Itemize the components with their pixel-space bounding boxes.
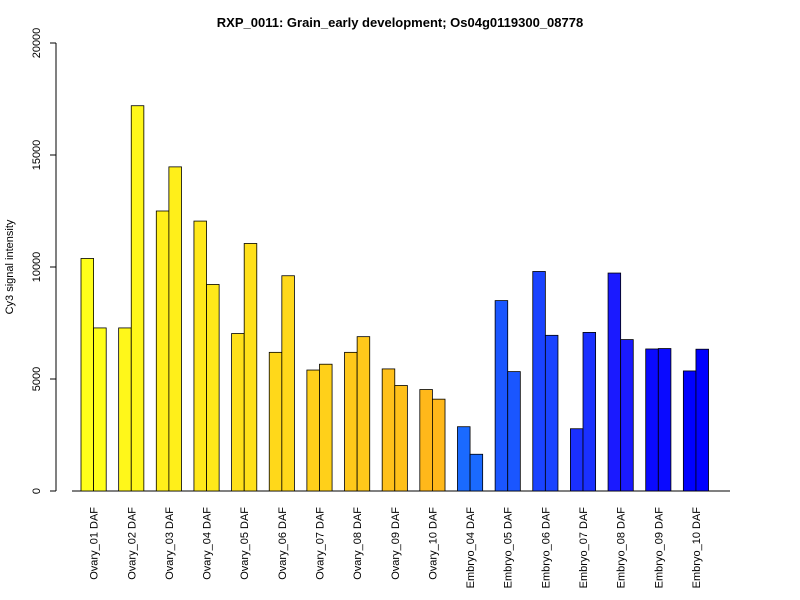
bar — [231, 333, 245, 492]
bar — [419, 389, 433, 492]
bar — [645, 348, 659, 492]
x-tick-label: Embryo_10 DAF — [691, 507, 703, 589]
bar — [457, 426, 471, 492]
y-tick-label: 0 — [31, 488, 43, 494]
x-tick-label: Ovary_09 DAF — [390, 507, 402, 580]
x-tick-label: Ovary_10 DAF — [427, 507, 439, 580]
y-tick-label: 20000 — [31, 28, 43, 59]
bar — [130, 105, 145, 492]
x-tick-label: Ovary_03 DAF — [164, 507, 176, 580]
bar — [155, 210, 170, 492]
x-tick-label: Embryo_08 DAF — [616, 507, 628, 589]
y-axis: 0 5000 10000 15000 20000 — [31, 28, 57, 494]
bar — [206, 284, 220, 492]
x-tick-label: Ovary_02 DAF — [126, 507, 138, 580]
bar — [243, 243, 258, 492]
bar — [532, 271, 546, 492]
x-tick-label: Ovary_05 DAF — [239, 507, 251, 580]
bar — [118, 327, 132, 492]
x-tick-label: Ovary_06 DAF — [277, 507, 289, 580]
bar — [268, 351, 283, 492]
x-tick-labels: Ovary_01 DAF Ovary_02 DAF Ovary_03 DAF Ovar… — [89, 507, 703, 589]
bar — [607, 272, 622, 492]
bar — [93, 327, 107, 492]
x-tick-label: Embryo_05 DAF — [503, 507, 515, 589]
y-axis-label: Cy3 signal intensity — [4, 219, 16, 314]
bar — [507, 371, 521, 492]
bar — [620, 339, 634, 492]
x-tick-label: Ovary_08 DAF — [352, 507, 364, 580]
bar — [356, 336, 371, 492]
x-tick-label: Ovary_01 DAF — [89, 507, 101, 580]
bar — [570, 428, 584, 492]
x-tick-label: Embryo_09 DAF — [653, 507, 665, 589]
x-tick-label: Ovary_04 DAF — [202, 507, 214, 580]
bar — [394, 385, 408, 492]
bar — [168, 166, 182, 492]
x-tick-label: Ovary_07 DAF — [314, 507, 326, 580]
y-tick-label: 10000 — [31, 252, 43, 283]
bar — [469, 453, 484, 492]
bar — [695, 348, 709, 492]
x-tick-label: Embryo_07 DAF — [578, 507, 590, 589]
bar — [657, 348, 672, 492]
bar — [80, 258, 95, 492]
bar — [682, 370, 697, 492]
bar — [381, 368, 396, 492]
y-tick-label: 15000 — [31, 140, 43, 171]
x-tick-label: Embryo_06 DAF — [540, 507, 552, 589]
bars-group — [80, 105, 709, 492]
chart-title: RXP_0011: Grain_early development; Os04g… — [217, 15, 583, 30]
bar — [319, 363, 333, 492]
bar — [544, 334, 559, 492]
bar — [582, 332, 597, 492]
y-tick-label: 5000 — [31, 367, 43, 391]
bar — [281, 275, 295, 492]
bar — [306, 369, 320, 492]
bar — [344, 351, 358, 492]
bar — [432, 398, 446, 492]
bar — [193, 220, 207, 492]
x-tick-label: Embryo_04 DAF — [465, 507, 477, 589]
bar — [494, 300, 509, 492]
